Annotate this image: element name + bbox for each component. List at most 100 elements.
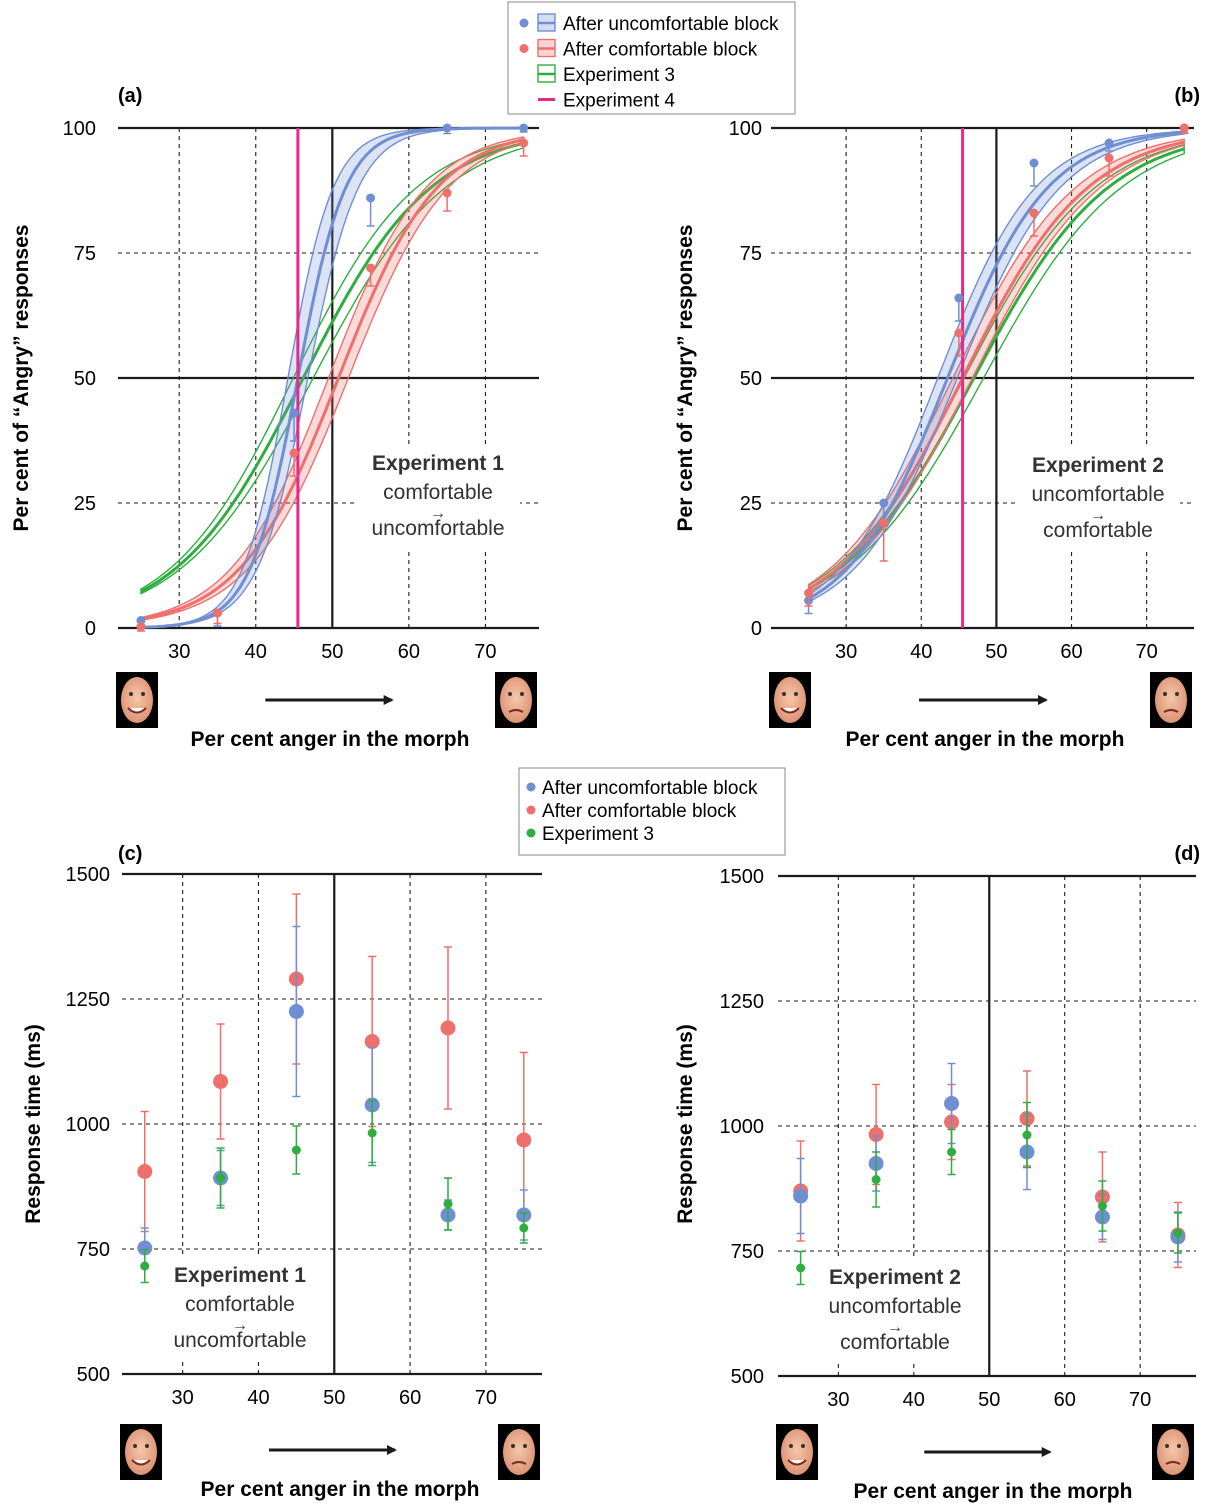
happy-face-image (120, 1424, 162, 1480)
x-tick-label: 40 (247, 1387, 269, 1409)
happy-face-image (776, 1424, 818, 1480)
x-axis-label: Per cent anger in the morph (846, 728, 1125, 751)
annotation-title: Experiment 1 (372, 452, 504, 475)
data-point-red (289, 448, 299, 458)
face-skin (1157, 1429, 1189, 1475)
face-eye (145, 1444, 149, 1448)
data-point-red (364, 1034, 380, 1049)
x-tick-label: 50 (985, 641, 1007, 663)
data-point-green (291, 1145, 301, 1155)
y-tick-label: 100 (729, 118, 762, 140)
data-point-red (213, 1074, 229, 1089)
annotation-bg (158, 1258, 322, 1360)
fit-curve-blue (807, 130, 1185, 600)
face-skin (503, 1429, 535, 1475)
panel-a: (a) 0 25 50 75 100 30 40 50 60 70 Per cent of “Angr… (10, 85, 539, 751)
x-tick-label: 30 (172, 1387, 194, 1409)
annotation-line2: uncomfortable (173, 1329, 306, 1352)
x-tick-label: 50 (321, 641, 343, 663)
data-point-red (879, 518, 889, 528)
y-axis-label: Response time (ms) (674, 1024, 697, 1224)
data-point-green (367, 1128, 377, 1138)
face-frown (508, 709, 524, 713)
panel-label: (d) (1174, 843, 1200, 865)
data-point-red (516, 1132, 532, 1148)
data-point-blue (879, 498, 889, 508)
data-point-red (1104, 153, 1114, 163)
fit-curve-blue (140, 126, 524, 629)
face-smile (787, 1459, 807, 1466)
x-tick-label: 70 (474, 641, 496, 663)
y-tick-label: 0 (751, 618, 762, 640)
annotation-arrow: → (1090, 507, 1106, 524)
data-point-green (871, 1175, 881, 1184)
data-point-green (519, 1223, 529, 1233)
face-eye (133, 1444, 137, 1448)
panel-d: (d) 500 750 1000 1250 1500 30 40 50 60 70 Response … (674, 843, 1200, 1503)
data-point-green (1173, 1228, 1183, 1238)
data-point-blue (442, 123, 452, 133)
panel-label: (c) (118, 843, 142, 865)
x-tick-label: 60 (1060, 641, 1082, 663)
legend-label: Experiment 3 (542, 824, 654, 845)
face-eye (1165, 1444, 1169, 1448)
face-frown (511, 1461, 527, 1465)
face-skin (1155, 677, 1187, 723)
annotation-line2: comfortable (840, 1331, 950, 1354)
legend-label: After uncomfortable block (563, 14, 779, 35)
fit-curve-red (807, 140, 1185, 590)
face-eye (1177, 1444, 1181, 1448)
annotation-line1: uncomfortable (1031, 483, 1164, 506)
legend-label: After comfortable block (542, 801, 737, 822)
legend-dot (519, 18, 529, 28)
x-tick-label: 30 (827, 1389, 849, 1411)
face-eye (508, 692, 512, 696)
y-axis-label: Per cent of “Angry” responses (10, 225, 33, 532)
annotation-title: Experiment 2 (1032, 454, 1164, 477)
data-point-green (216, 1173, 226, 1183)
data-point-red (440, 1020, 456, 1036)
angry-face-image (1152, 1424, 1194, 1480)
legend-label: Experiment 4 (563, 91, 675, 112)
happy-face-image (769, 672, 811, 728)
data-point-green (947, 1147, 957, 1157)
x-tick-label: 50 (978, 1389, 1000, 1411)
data-point-blue (793, 1188, 809, 1204)
legend-box (518, 767, 786, 856)
x-axis-label: Per cent anger in the morph (854, 1480, 1133, 1503)
y-tick-label: 500 (77, 1364, 110, 1386)
legend-dot (526, 805, 536, 815)
angry-face-image (498, 1424, 540, 1480)
y-tick-label: 1500 (66, 864, 111, 886)
annotation-bg (813, 1260, 977, 1362)
data-point-blue (954, 293, 964, 303)
x-tick-label: 60 (399, 1387, 421, 1409)
data-point-red (1179, 123, 1189, 133)
x-tick-label: 50 (323, 1387, 345, 1409)
panel-c: (c) 500 750 1000 1250 1500 30 40 50 60 70 Response … (22, 843, 542, 1501)
y-tick-label: 25 (74, 493, 96, 515)
annotation-line2: comfortable (1043, 519, 1153, 542)
face-smile (131, 1459, 151, 1466)
y-tick-label: 50 (740, 368, 762, 390)
x-tick-label: 60 (398, 641, 420, 663)
legend-top: After uncomfortable block After comfortab… (507, 1, 796, 115)
data-point-red (868, 1127, 884, 1142)
face-smile (780, 707, 800, 714)
face-frown (1165, 1461, 1181, 1465)
angry-face-image (495, 672, 537, 728)
data-point-green (1097, 1201, 1107, 1211)
data-point-red (136, 622, 146, 631)
face-eye (141, 692, 145, 696)
y-tick-label: 75 (74, 243, 96, 265)
face-skin (781, 1429, 813, 1475)
x-tick-label: 70 (475, 1387, 497, 1409)
legend-dot (519, 44, 529, 53)
y-tick-label: 1500 (720, 866, 765, 888)
data-point-blue (289, 408, 299, 418)
x-tick-label: 40 (903, 1389, 925, 1411)
y-tick-label: 750 (731, 1241, 764, 1263)
data-point-blue (519, 123, 529, 133)
